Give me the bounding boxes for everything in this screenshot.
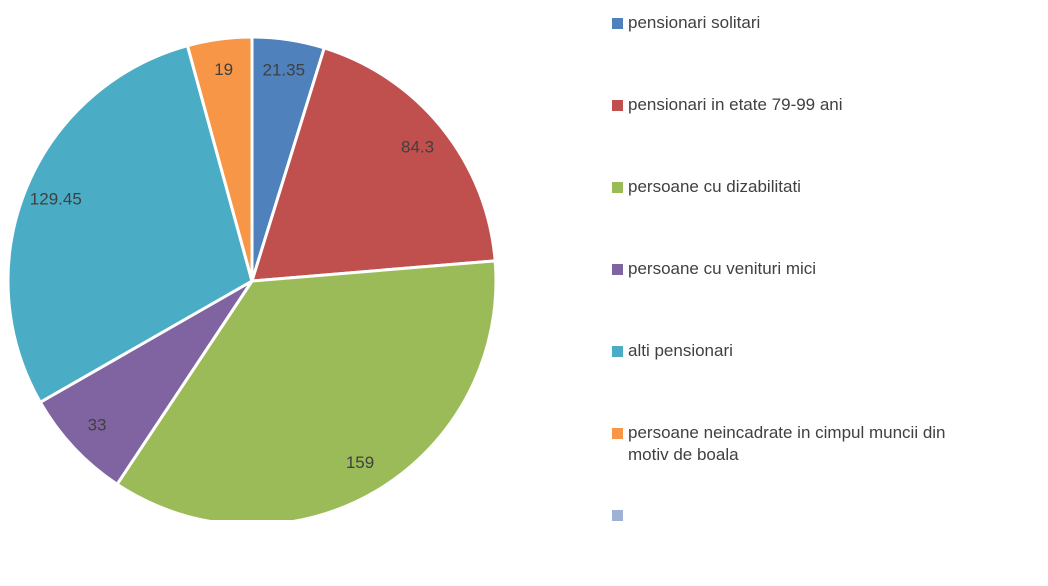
- data-label: 84.3: [401, 138, 434, 157]
- legend-item: persoane cu venituri mici: [612, 258, 1032, 340]
- data-label: 129.45: [30, 189, 82, 208]
- pie-slice: [249, 46, 497, 283]
- chart: 21.35 84.3 159 33 129.45 19: [6, 35, 498, 520]
- legend-swatch: [612, 510, 623, 521]
- legend-item: alti pensionari: [612, 340, 1032, 422]
- legend-label: pensionari solitari: [628, 13, 761, 32]
- data-label: 159: [346, 453, 374, 472]
- data-label: 19: [214, 60, 233, 79]
- legend-label: alti pensionari: [628, 341, 733, 360]
- legend-label: pensionari in etate 79-99 ani: [628, 95, 843, 114]
- pie-slice: [6, 43, 254, 405]
- legend-item: pensionari in etate 79-99 ani: [612, 94, 1032, 176]
- pie-slice: [38, 279, 254, 487]
- legend-swatch: [612, 346, 623, 357]
- legend-swatch: [612, 100, 623, 111]
- legend-item: [612, 504, 1032, 586]
- data-label: 21.35: [263, 61, 306, 80]
- data-label: 33: [88, 416, 107, 435]
- legend-swatch: [612, 182, 623, 193]
- page: 21.35 84.3 159 33 129.45 19 pensionari solita…: [6, 13, 946, 521]
- legend-label: persoane neincadrate in cimpul muncii di…: [628, 423, 946, 464]
- pie-slice: [114, 259, 498, 520]
- legend-swatch: [612, 264, 623, 275]
- legend-item: persoane cu dizabilitati: [612, 176, 1032, 258]
- legend-label: persoane cu dizabilitati: [628, 177, 801, 196]
- pie-slice: [185, 35, 254, 282]
- legend-item: pensionari solitari: [612, 12, 1032, 94]
- legend: pensionari solitari pensionari in etate 7…: [612, 12, 1032, 586]
- legend-item: persoane neincadrate in cimpul muncii di…: [612, 422, 1032, 504]
- legend-swatch: [612, 18, 623, 29]
- legend-label: persoane cu venituri mici: [628, 259, 817, 278]
- legend-swatch: [612, 428, 623, 439]
